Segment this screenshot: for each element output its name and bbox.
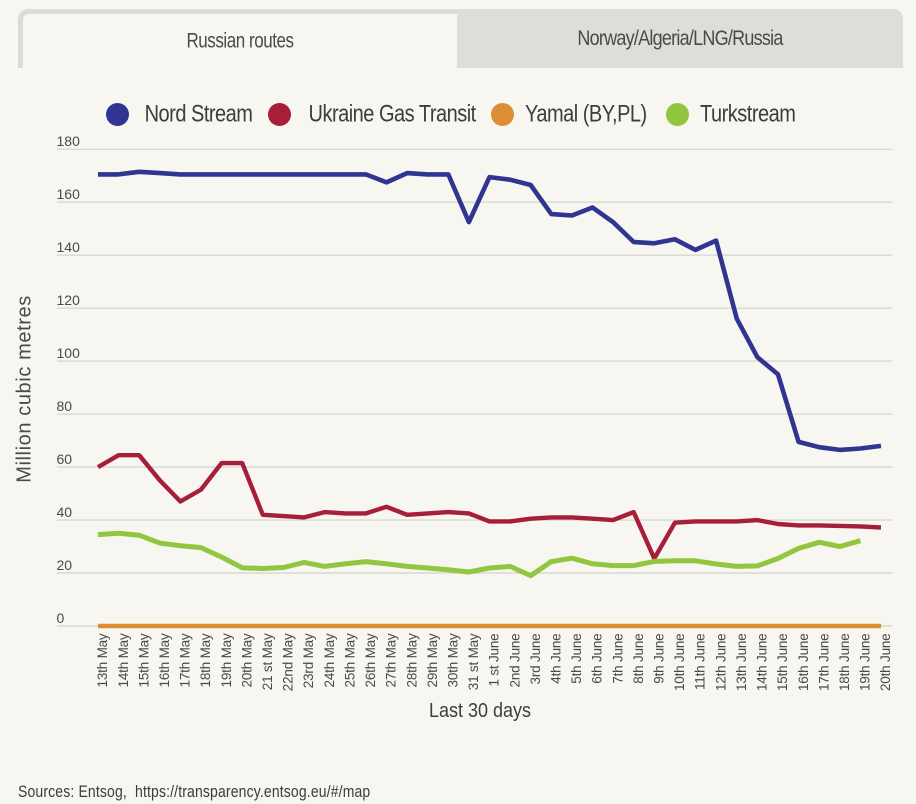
- svg-text:22nd May: 22nd May: [281, 633, 296, 691]
- svg-text:12th June: 12th June: [713, 634, 728, 692]
- svg-text:1 st June: 1 st June: [487, 634, 502, 687]
- svg-text:15th May: 15th May: [136, 633, 151, 687]
- svg-text:16th May: 16th May: [157, 633, 172, 687]
- svg-text:30th May: 30th May: [446, 633, 461, 687]
- svg-text:16th June: 16th June: [796, 634, 811, 692]
- svg-text:31 st May: 31 st May: [466, 633, 481, 690]
- svg-text:23rd May: 23rd May: [301, 633, 316, 688]
- svg-text:19th June: 19th June: [858, 634, 873, 692]
- svg-text:7th June: 7th June: [610, 634, 625, 684]
- svg-text:Million cubic metres: Million cubic metres: [14, 295, 36, 483]
- svg-text:20th May: 20th May: [239, 633, 254, 687]
- svg-text:180: 180: [57, 133, 81, 149]
- svg-text:28th May: 28th May: [404, 633, 419, 687]
- svg-text:Sources: Entsog, https://tran: Sources: Entsog, https://transparency.en…: [18, 783, 370, 801]
- svg-text:27th May: 27th May: [384, 633, 399, 687]
- svg-text:15th June: 15th June: [775, 634, 790, 692]
- svg-text:25th May: 25th May: [343, 633, 358, 687]
- svg-text:60: 60: [57, 451, 73, 467]
- svg-text:24th May: 24th May: [322, 633, 337, 687]
- svg-text:3rd June: 3rd June: [528, 634, 543, 685]
- svg-text:6th June: 6th June: [590, 634, 605, 684]
- svg-text:100: 100: [57, 345, 81, 361]
- svg-text:14th May: 14th May: [116, 633, 131, 687]
- svg-text:26th May: 26th May: [363, 633, 378, 687]
- svg-text:20th June: 20th June: [878, 634, 893, 692]
- svg-text:Last 30 days: Last 30 days: [429, 699, 531, 722]
- svg-text:80: 80: [57, 398, 73, 414]
- svg-text:4th June: 4th June: [549, 634, 564, 684]
- svg-text:14th June: 14th June: [755, 634, 770, 692]
- svg-text:2nd June: 2nd June: [507, 634, 522, 688]
- svg-text:5th June: 5th June: [569, 634, 584, 684]
- svg-text:13th May: 13th May: [95, 633, 110, 687]
- svg-text:9th June: 9th June: [652, 634, 667, 684]
- svg-text:120: 120: [57, 292, 81, 308]
- svg-text:40: 40: [57, 504, 73, 520]
- svg-text:29th May: 29th May: [425, 633, 440, 687]
- svg-text:13th June: 13th June: [734, 634, 749, 692]
- svg-text:11th June: 11th June: [693, 634, 708, 691]
- svg-text:17th June: 17th June: [816, 634, 831, 692]
- svg-text:20: 20: [57, 557, 73, 573]
- svg-text:18th June: 18th June: [837, 634, 852, 692]
- svg-text:21 st May: 21 st May: [260, 633, 275, 690]
- svg-text:160: 160: [57, 186, 81, 202]
- svg-text:0: 0: [57, 610, 65, 626]
- svg-text:19th May: 19th May: [219, 633, 234, 687]
- svg-text:17th May: 17th May: [178, 633, 193, 687]
- svg-text:10th June: 10th June: [672, 634, 687, 692]
- svg-text:8th June: 8th June: [631, 634, 646, 684]
- svg-text:140: 140: [57, 239, 81, 255]
- svg-text:18th May: 18th May: [198, 633, 213, 687]
